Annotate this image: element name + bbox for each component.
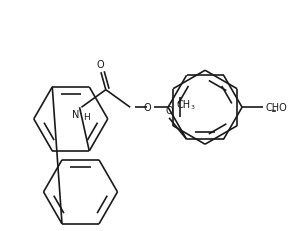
Text: CH: CH	[177, 100, 191, 110]
Text: 3: 3	[191, 104, 194, 109]
Text: O: O	[144, 103, 152, 113]
Text: O: O	[165, 106, 173, 116]
Text: O: O	[96, 60, 104, 70]
Text: N: N	[72, 110, 79, 120]
Text: H: H	[84, 112, 90, 122]
Text: CHO: CHO	[265, 103, 287, 113]
